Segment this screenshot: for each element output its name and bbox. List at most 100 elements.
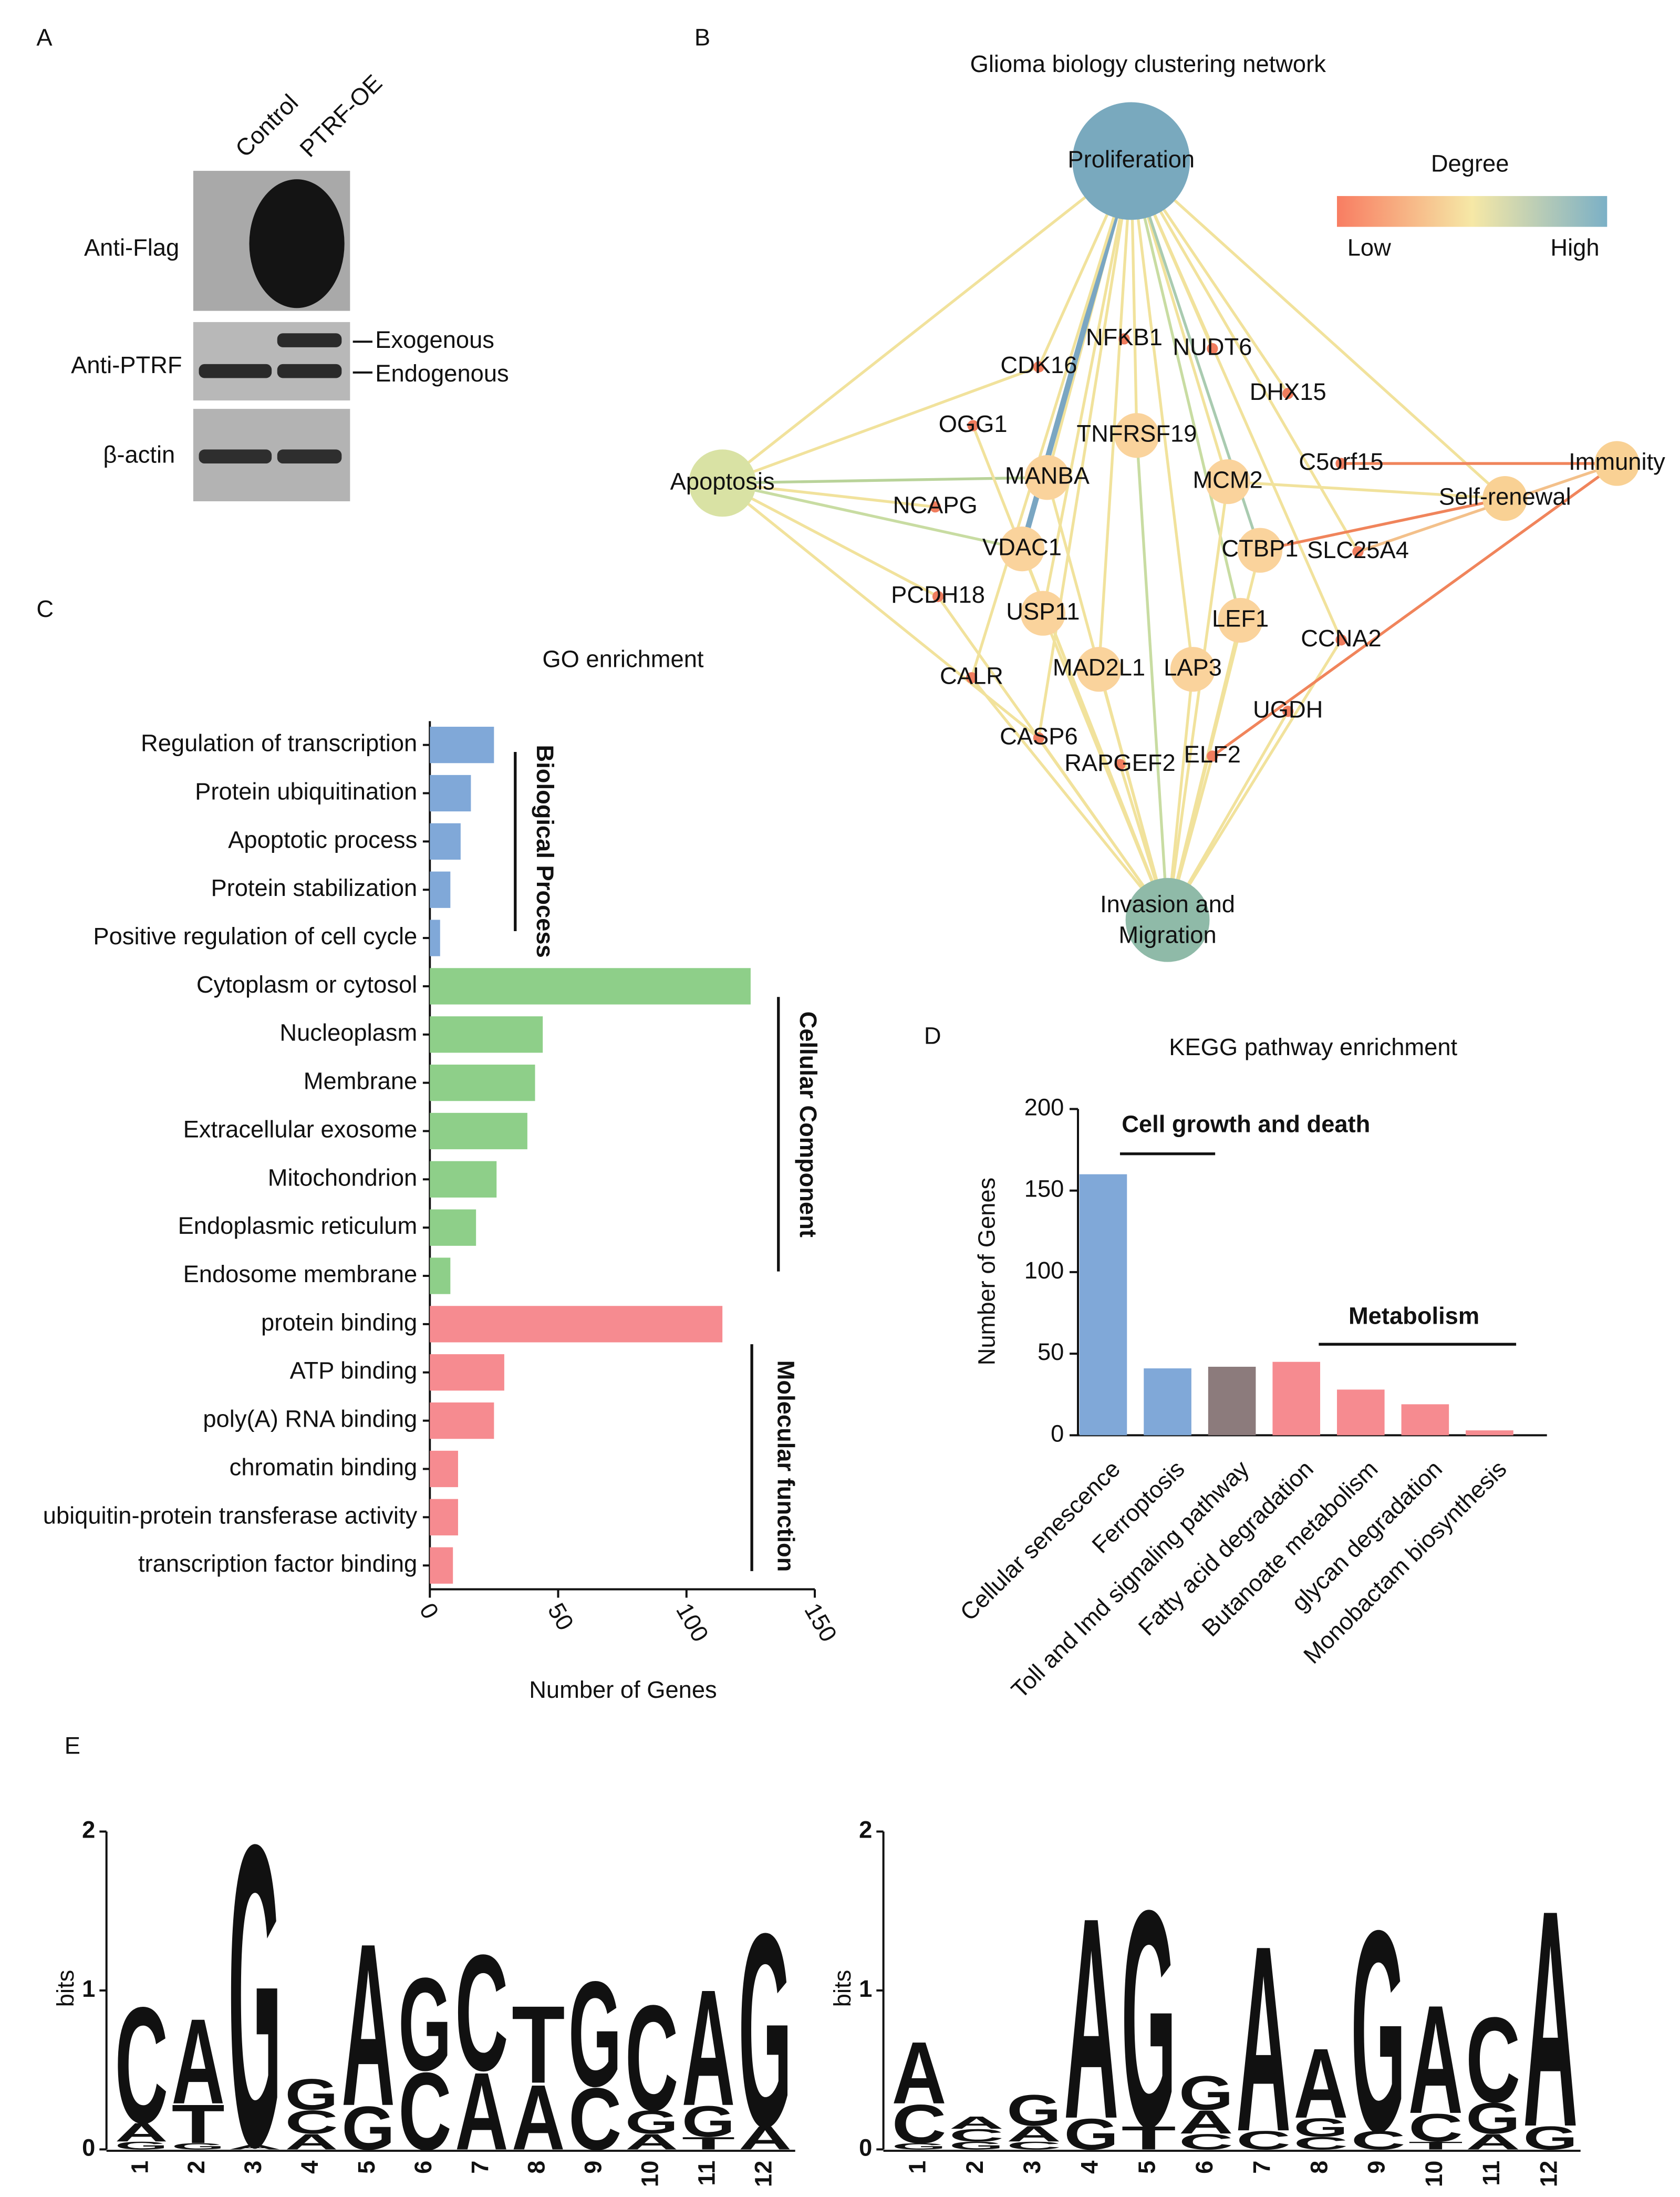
x-tick-label: 50 [543,1598,579,1635]
network-title: Glioma biology clustering network [970,50,1326,77]
network-node [1024,455,1070,500]
network-node [1072,102,1190,220]
logo-letter: G [949,2140,1004,2152]
network-edge [971,425,1169,921]
node-label: CCNA2 [1301,625,1382,652]
node-label: USP11 [1006,598,1080,625]
y-tick-label: Mitochondrion [268,1164,418,1191]
logo-letter: A [949,2113,1004,2133]
logo-letter: T [1122,2120,1176,2157]
logo-letter: G [892,2141,947,2151]
node-label: SLC25A4 [1307,537,1409,563]
bar [1401,1404,1449,1436]
logo-letter: G [1351,1871,1406,2192]
network-edge [1129,160,1242,621]
node-label: CALR [940,663,1003,689]
logo-letter: C [115,1973,168,2158]
y-tick-label: chromatin binding [230,1453,418,1480]
bar [430,1064,535,1101]
bar [430,968,751,1005]
y-tick-label: 0 [859,2134,872,2161]
panel-label: A [36,24,53,51]
y-tick-label: protein binding [261,1309,417,1336]
network-node [1482,476,1528,521]
band-label: Exogenous [375,326,494,353]
network-edge [1041,160,1133,614]
bar [430,1016,543,1053]
node-label: NCAPG [893,492,978,519]
chart-title: GO enrichment [542,646,704,673]
network-node [1118,333,1130,345]
y-tick-label: ATP binding [290,1357,418,1384]
logo-letter: A [1466,2130,1520,2154]
network-node [1594,441,1640,486]
y-tick-label: 50 [1038,1338,1064,1365]
logo-letter: C [568,2070,621,2169]
network-node [932,591,944,602]
network-node [1237,528,1283,573]
band [199,364,272,378]
node-label: VDAC1 [982,534,1062,561]
position-label: 1 [904,2161,931,2174]
node-label: NFKB1 [1086,324,1163,350]
network-edge [721,160,1132,484]
logo-letter: G [398,1950,451,2098]
logo-letter: A [682,1955,735,2140]
y-tick-label: Regulation of transcription [141,730,417,757]
logo-letter: G [229,1756,282,2197]
y-tick-label: 1 [82,1975,95,2002]
annotation: Cell growth and death [1122,1110,1370,1137]
node-label: RAPGEF2 [1064,749,1175,776]
network-edge [970,160,1133,678]
logo-letter: G [1064,2109,1118,2159]
row-label: Anti-PTRF [71,352,182,378]
network-edge [1211,462,1618,758]
y-tick-label: 2 [82,1816,95,1843]
y-tick-label: Protein ubiquitination [195,778,417,804]
position-label: 6 [410,2161,437,2174]
node-label: CASP6 [1000,723,1078,749]
y-tick-label: 1 [859,1975,872,2002]
bar [430,1499,458,1535]
y-tick-label: Apoptotic process [228,826,417,853]
network-edge [1166,481,1229,921]
network-node [689,449,756,517]
logo-letter: G [115,2140,168,2152]
logo-letter: T [682,2133,735,2153]
network-node [1114,759,1126,770]
bar [430,727,494,764]
network-node [1020,591,1066,636]
network-edge [1166,620,1242,921]
y-tick-label: 100 [1024,1257,1064,1284]
legend-title: Degree [1431,150,1509,177]
node-label: CTBP1 [1221,535,1298,562]
logo-letter: C [455,1920,508,2105]
position-label: 2 [961,2161,988,2174]
position-label: 4 [1076,2161,1103,2174]
network-edge [1130,160,1506,500]
y-tick-label: 2 [859,1816,872,1843]
bar [1208,1366,1256,1436]
position-label: 5 [353,2161,380,2174]
bar [1272,1361,1321,1436]
logo-letter: A [1236,1891,1291,2187]
network-node [929,501,941,513]
logo-letter: C [1007,2140,1061,2152]
bar [430,1306,723,1343]
network-node [1282,388,1294,399]
bar [430,871,451,908]
y-axis-label: bits [52,1970,79,2007]
logo-letter: C [285,2104,338,2141]
logo-letter: G [1122,1846,1176,2191]
bar [430,823,461,860]
logo-letter: A [739,2120,792,2157]
y-tick-label: Membrane [304,1068,418,1095]
band [277,449,342,464]
y-tick-label: ubiquitin-protein transferase activity [43,1502,418,1529]
network-node [1125,878,1210,962]
bar [430,1450,458,1488]
network-node [1114,413,1159,458]
position-label: 3 [240,2161,266,2174]
